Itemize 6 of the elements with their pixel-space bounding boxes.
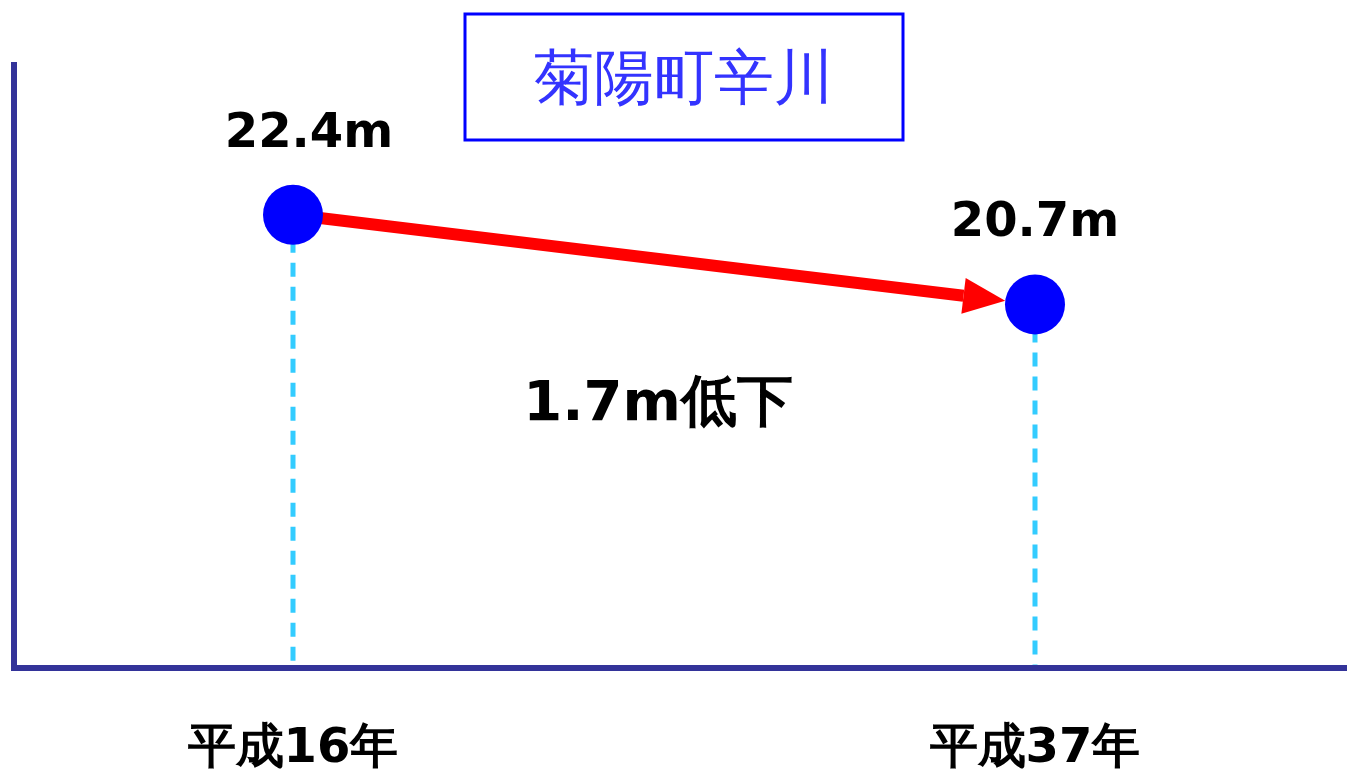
data-label: 20.7m bbox=[950, 191, 1120, 248]
annotation: 1.7m低下 bbox=[523, 368, 793, 433]
data-label: 22.4m bbox=[224, 101, 394, 158]
x-tick-label: 平成37年 bbox=[928, 717, 1141, 773]
chart-title: 菊陽町辛川 bbox=[534, 42, 834, 112]
x-tick-label: 平成16年 bbox=[186, 717, 399, 773]
